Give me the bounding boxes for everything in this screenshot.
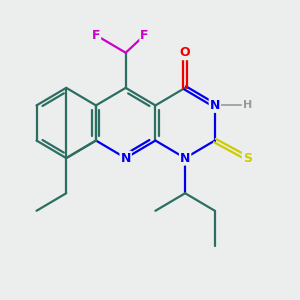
Text: F: F [140, 29, 149, 42]
Text: N: N [180, 152, 190, 165]
Text: N: N [121, 152, 131, 165]
Text: F: F [92, 29, 100, 42]
Text: N: N [210, 99, 220, 112]
Text: S: S [243, 152, 252, 165]
Text: H: H [243, 100, 252, 110]
Text: O: O [180, 46, 190, 59]
